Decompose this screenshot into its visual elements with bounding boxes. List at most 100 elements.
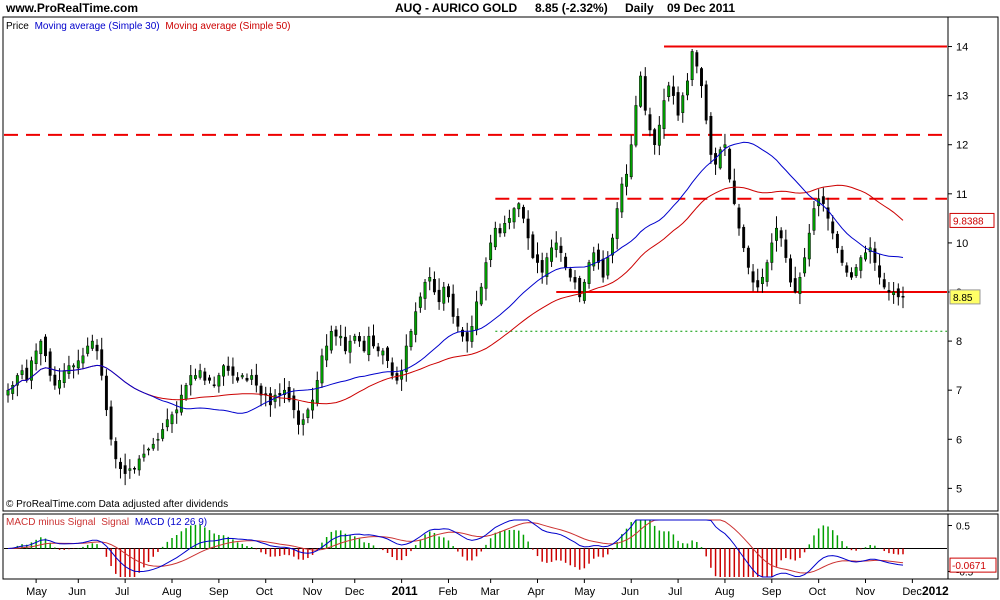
candle-body [287,387,291,401]
ma50-line [7,184,904,405]
time-label: Apr [528,586,545,598]
candle-body [470,326,474,342]
candle-body [133,467,136,470]
candle-body [798,277,802,294]
candle-body [390,362,394,376]
time-label: Jul [115,586,129,598]
candle-body [521,206,525,219]
candle-body [601,258,605,278]
candle-body [404,345,408,372]
macd-tick-label: -0.5 [956,567,974,578]
candle-body [737,207,741,229]
candle-body [821,196,825,204]
candle-body [15,375,19,386]
candle-body [901,295,905,298]
candle-body [456,316,460,327]
candle-body [568,268,572,278]
candle-body [353,335,357,341]
candle-body [517,203,521,210]
candle-body [100,349,104,376]
candle-body [343,336,347,352]
candle-body [95,344,99,352]
candle-body [432,278,436,293]
candle-body [864,252,867,260]
candle-body [882,279,886,288]
time-label: 2011 [392,584,418,598]
candle-body [189,375,193,386]
candle-body [634,105,638,146]
candle-body [498,228,502,234]
candle-body [226,365,230,371]
candle-body [587,262,591,284]
candle-body [128,468,132,471]
candle-body [611,237,614,256]
candle-body [793,278,797,293]
macd-value-label: -0.0671 [952,561,986,572]
candle-body [334,329,338,337]
time-label: Aug [715,586,735,598]
candle-body [156,439,160,441]
price-tick-label: 10 [956,238,968,250]
time-label: Jun [68,586,86,598]
instrument-title: AUQ - AURICO GOLD [395,1,518,15]
candle-body [428,277,432,282]
candle-body [648,114,652,131]
macd-tick-label: 0.5 [956,522,970,533]
candle-body [409,331,413,348]
date-label: 09 Dec 2011 [667,1,735,15]
level-lines [4,45,947,332]
candle-body [109,406,113,440]
candle-body [198,370,202,378]
candle-body [540,260,544,273]
candle-body [690,51,694,81]
price-change: 8.85 (-2.32%) [535,1,608,15]
candle-body [306,409,310,418]
candle-body [803,257,807,274]
candle-body [193,375,197,379]
candle-body [526,218,530,239]
candle-body [357,336,361,342]
candle-body [887,290,891,293]
candle-body [123,465,127,474]
candle-body [493,227,497,248]
candle-body [700,68,703,87]
candle-body [789,258,792,283]
candle-body [807,232,811,260]
candle-body [236,377,240,381]
candle-body [484,262,488,289]
time-label: Sep [209,586,229,598]
candle-body [489,242,493,261]
candle-body [751,271,755,283]
candle-body [48,351,52,376]
last-price-badge [949,289,981,305]
time-label: Nov [303,586,323,598]
candle-body [175,409,179,414]
candle-body [325,345,329,361]
candle-body [11,385,15,394]
candle-body [662,100,666,130]
candle-body [695,52,699,67]
candle-body [550,247,554,262]
ma50-value-badge [949,212,995,228]
time-label: Mar [481,586,500,598]
legend-ma50: Moving average (Simple 50) [165,21,290,32]
candle-body [147,448,151,451]
candle-body [507,218,511,223]
moving-averages [7,141,904,414]
candle-body [250,375,254,380]
candle-body [728,148,732,180]
candle-body [90,340,94,349]
candle-body [423,281,427,299]
candle-body [850,272,853,278]
candle-body [643,76,647,111]
candle-body [606,257,610,276]
candle-body [6,389,10,396]
candle-body [756,280,760,288]
time-label: Sep [762,586,782,598]
candle-body [386,347,390,361]
candle-body [161,429,165,439]
candle-body [578,278,582,298]
price-tick-label: 14 [956,42,968,54]
